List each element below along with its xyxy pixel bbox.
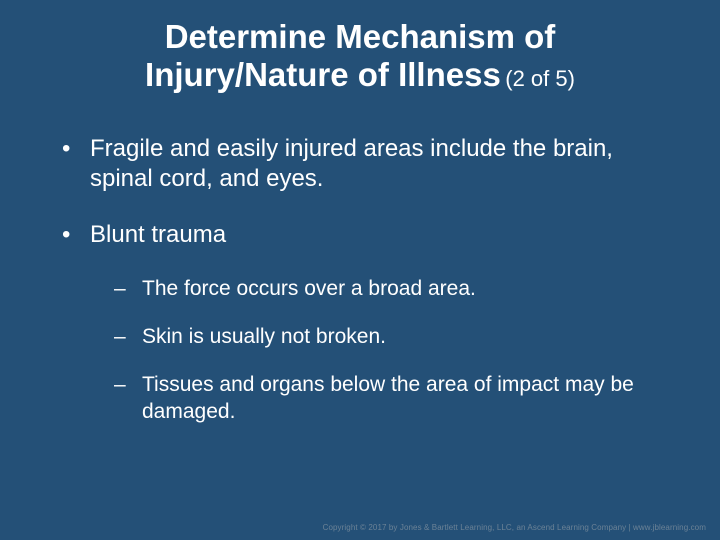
list-item: – Tissues and organs below the area of i…: [114, 372, 670, 425]
bullet-marker: •: [62, 220, 90, 250]
title-line1: Determine Mechanism of: [50, 18, 670, 56]
bullet-list: • Fragile and easily injured areas inclu…: [50, 134, 670, 425]
sub-bullet-list: – The force occurs over a broad area. – …: [62, 276, 670, 425]
sub-bullet-text: The force occurs over a broad area.: [142, 276, 670, 302]
sub-bullet-text: Tissues and organs below the area of imp…: [142, 372, 670, 425]
title-line2: Injury/Nature of Illness (2 of 5): [50, 56, 670, 94]
slide: Determine Mechanism of Injury/Nature of …: [0, 0, 720, 540]
slide-title: Determine Mechanism of Injury/Nature of …: [50, 18, 670, 94]
title-counter: (2 of 5): [505, 66, 575, 91]
title-line2-main: Injury/Nature of Illness: [145, 56, 501, 93]
list-item: • Fragile and easily injured areas inclu…: [62, 134, 670, 194]
dash-marker: –: [114, 372, 142, 425]
list-item: – The force occurs over a broad area.: [114, 276, 670, 302]
bullet-text: Blunt trauma: [90, 220, 670, 250]
list-item: • Blunt trauma: [62, 220, 670, 250]
title-line1-text: Determine Mechanism of: [165, 18, 556, 55]
copyright-text: Copyright © 2017 by Jones & Bartlett Lea…: [323, 523, 706, 532]
bullet-text: Fragile and easily injured areas include…: [90, 134, 670, 194]
dash-marker: –: [114, 324, 142, 350]
bullet-marker: •: [62, 134, 90, 194]
sub-bullet-text: Skin is usually not broken.: [142, 324, 670, 350]
list-item: – Skin is usually not broken.: [114, 324, 670, 350]
dash-marker: –: [114, 276, 142, 302]
